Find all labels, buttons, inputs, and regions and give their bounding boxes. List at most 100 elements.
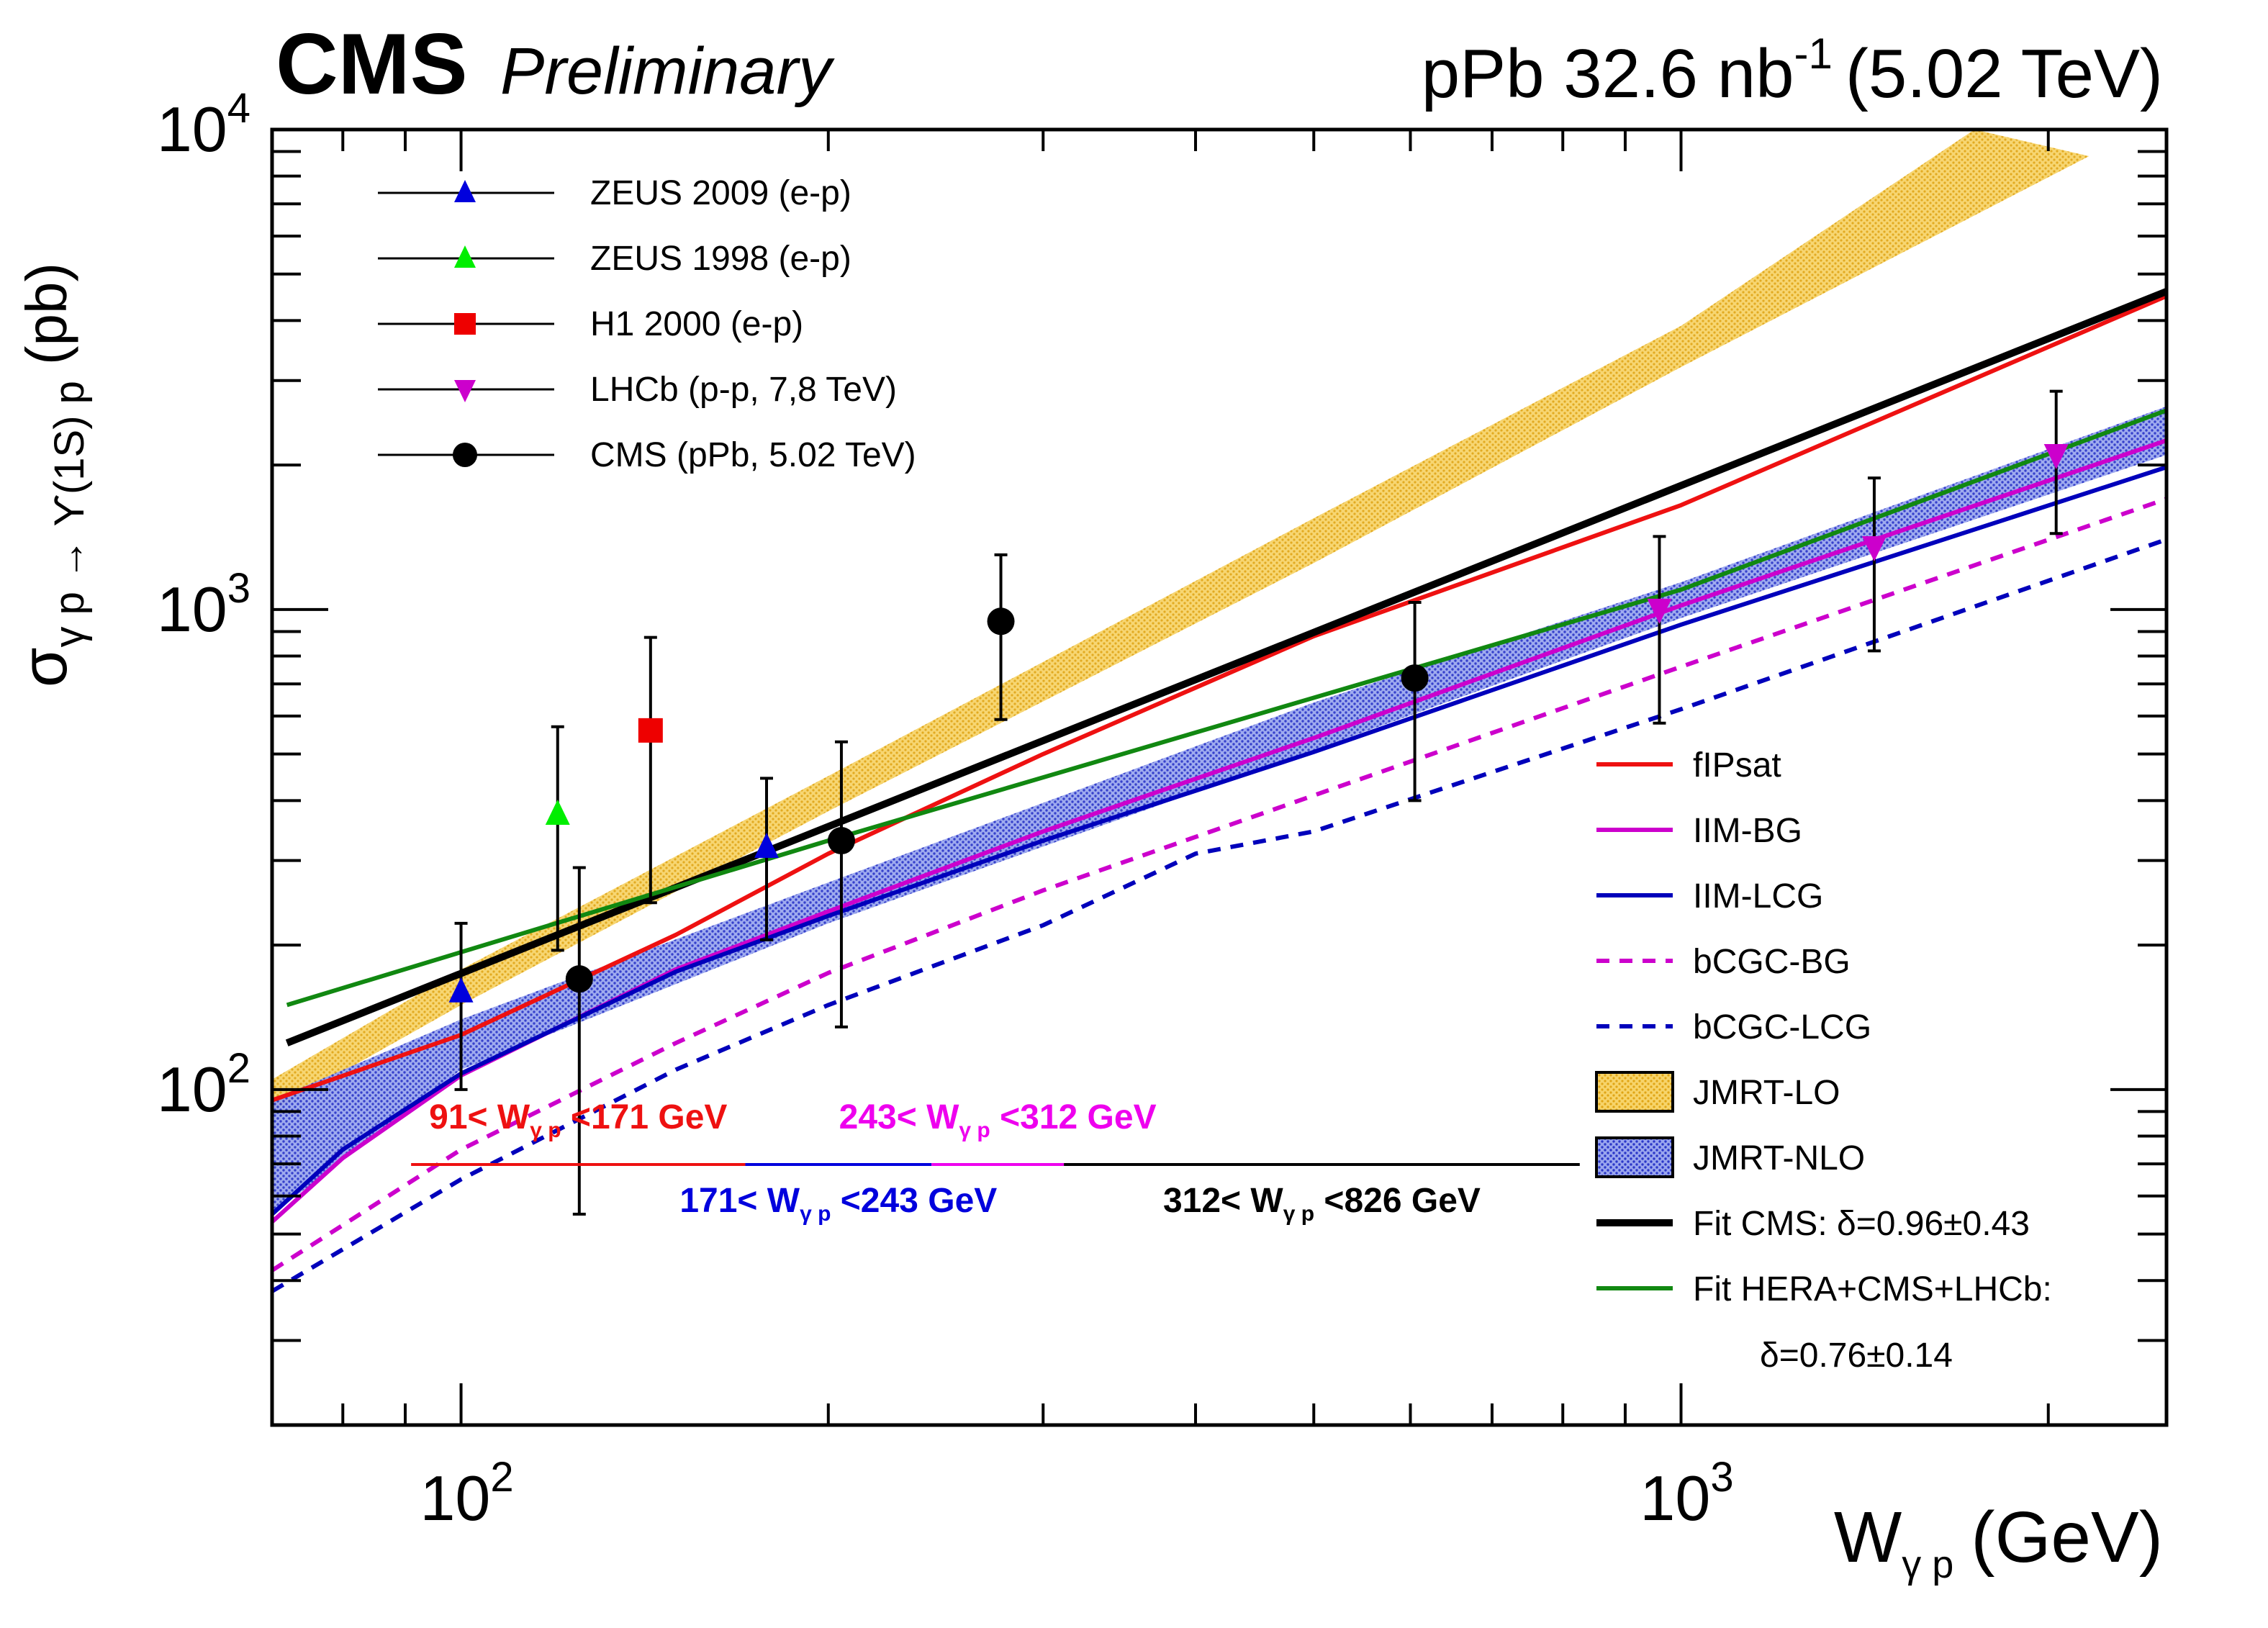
point-zeus-2009-e-p-2	[754, 777, 780, 941]
point-lhcb-p-p-7-8-tev-1	[1647, 535, 1672, 725]
theory-bands	[272, 130, 2167, 1214]
curve-fit-cms-0-96-0-43	[285, 288, 2167, 1046]
tick-exponent: 2	[490, 1454, 513, 1501]
range-label-sub: γ p	[1283, 1202, 1314, 1226]
legend-entry-cms-ppb-5-02-tev: CMS (pPb, 5.02 TeV)	[378, 436, 916, 474]
legend-label: bCGC-BG	[1693, 943, 1851, 981]
range-label-suffix: <826 GeV	[1314, 1182, 1481, 1220]
legend-label: IIM-LCG	[1693, 877, 1823, 915]
lumi-system: pPb 32.6 nb	[1422, 35, 1794, 112]
range-label-suffix: <171 GeV	[561, 1098, 728, 1136]
point-cms-ppb-5-02-tev-3	[987, 553, 1015, 721]
legend-entry-iim-lcg: IIM-LCG	[1596, 877, 1823, 915]
point-lhcb-p-p-7-8-tev-3	[2043, 389, 2069, 535]
legend-entry-lhcb-p-p-7-8-tev: LHCb (p-p, 7,8 TeV)	[378, 371, 897, 409]
experiment-label: CMS	[276, 16, 468, 112]
point-h1-2000-e-p-1	[638, 636, 663, 905]
legend-swatch	[1595, 1136, 1674, 1178]
range-label-sub: γ p	[800, 1202, 831, 1226]
tick-base: 10	[157, 94, 227, 165]
legend-entry-bcgc-lcg: bCGC-LCG	[1596, 1008, 1871, 1046]
y-axis-sub: γ p → ϒ(1S) p	[46, 381, 93, 647]
legend-entry-jmrt-nlo: JMRT-NLO	[1595, 1136, 1865, 1178]
tick-exponent: 3	[227, 565, 250, 612]
tick-base: 10	[420, 1462, 490, 1534]
legend-entry-fit-cms-0-96-0-43: Fit CMS: δ=0.96±0.43	[1596, 1205, 2030, 1243]
range-label: 243< Wγ p <312 GeV	[839, 1098, 1157, 1142]
legend-models: fIPsat IIM-BG IIM-LCG bCGC-BG bCGC-LCG JMRT-L…	[1595, 746, 2052, 1375]
curve-fipsat	[272, 294, 2167, 1103]
legend-label: Fit CMS: δ=0.96±0.43	[1693, 1205, 2030, 1243]
marker	[827, 827, 855, 855]
point-zeus-2009-e-p-1	[448, 921, 474, 1091]
legend-label: LHCb (p-p, 7,8 TeV)	[590, 371, 897, 409]
range-label-sub: γ p	[530, 1118, 561, 1142]
tick-exponent: 2	[227, 1045, 250, 1092]
legend-label: JMRT-NLO	[1693, 1139, 1865, 1177]
point-lhcb-p-p-7-8-tev-2	[1861, 476, 1887, 653]
tick-base: 10	[157, 574, 227, 645]
theory-curves	[272, 288, 2167, 1293]
y-tick-label-1000: 103	[157, 565, 250, 645]
x-tick-label-1000: 103	[1640, 1454, 1733, 1534]
range-label-suffix: <312 GeV	[990, 1098, 1157, 1136]
axis-ticks	[271, 128, 2167, 1426]
point-zeus-1998-e-p-1	[545, 725, 570, 952]
point-cms-ppb-5-02-tev-4	[1401, 600, 1429, 802]
marker	[565, 965, 593, 993]
legend-entry-zeus-2009-e-p: ZEUS 2009 (e-p)	[378, 174, 851, 212]
range-171-243: 171< Wγ p <243 GeV	[679, 1163, 997, 1226]
range-label-suffix: <243 GeV	[831, 1182, 997, 1220]
y-tick-label-100: 102	[157, 1045, 250, 1125]
x-axis-sub: γ p	[1902, 1543, 1953, 1586]
legend-entry-jmrt-lo: JMRT-LO	[1595, 1071, 1840, 1113]
legend-entry-fipsat: fIPsat	[1596, 746, 1781, 784]
legend-entry-iim-bg: IIM-BG	[1596, 812, 1802, 850]
legend-marker	[454, 313, 476, 335]
legend-label: H1 2000 (e-p)	[590, 305, 803, 343]
range-91-171: 91< Wγ p <171 GeV	[411, 1098, 746, 1166]
point-cms-ppb-5-02-tev-1	[565, 866, 593, 1216]
legend-marker	[454, 245, 476, 268]
curve-bcgc-bg	[272, 497, 2167, 1272]
curve-bcgc-lcg	[272, 537, 2167, 1293]
marker	[987, 607, 1015, 636]
tick-base: 10	[1640, 1462, 1710, 1534]
y-axis-unit: (pb)	[14, 263, 78, 365]
legend-label: fIPsat	[1693, 746, 1781, 784]
range-label-prefix: 171< W	[679, 1182, 800, 1220]
lumi-label: pPb 32.6 nb-1 (5.02 TeV)	[1422, 30, 2163, 112]
legend-entry-zeus-1998-e-p: ZEUS 1998 (e-p)	[378, 240, 851, 278]
legend-label: bCGC-LCG	[1693, 1008, 1871, 1046]
x-axis-title: Wγ p (GeV)	[1834, 1497, 2163, 1586]
y-axis-var: σ	[9, 647, 81, 687]
data-points	[448, 389, 2069, 1216]
range-label-sub: γ p	[959, 1118, 990, 1142]
band-jmrt-nlo	[272, 406, 2167, 1214]
legend-label: Fit HERA+CMS+LHCb:	[1693, 1270, 2052, 1308]
legend-label: IIM-BG	[1693, 812, 1802, 850]
energy-label: (5.02 TeV)	[1845, 35, 2163, 112]
range-312-826: 312< Wγ p <826 GeV	[1064, 1163, 1580, 1226]
legend-entry-h1-2000-e-p: H1 2000 (e-p)	[378, 305, 803, 343]
plot-frame	[270, 127, 2169, 1427]
tick-exponent: 3	[1710, 1454, 1733, 1501]
range-label-prefix: 243< W	[839, 1098, 959, 1136]
marker	[638, 718, 663, 743]
range-label: 91< Wγ p <171 GeV	[429, 1098, 727, 1142]
legend-label: ZEUS 1998 (e-p)	[590, 240, 851, 278]
lumi-exponent: -1	[1794, 30, 1833, 78]
legend-fit-delta: δ=0.76±0.14	[1760, 1337, 1953, 1375]
y-tick-label-10000: 104	[157, 85, 250, 165]
marker	[545, 800, 570, 826]
legend-marker	[454, 180, 476, 202]
x-tick-label-100: 102	[420, 1454, 513, 1534]
range-243-312: 243< Wγ p <312 GeV	[839, 1098, 1157, 1166]
curve-iim-bg	[272, 438, 2167, 1224]
legend-swatch	[1595, 1071, 1674, 1113]
point-cms-ppb-5-02-tev-2	[827, 740, 855, 1028]
range-label-prefix: 312< W	[1163, 1182, 1283, 1220]
